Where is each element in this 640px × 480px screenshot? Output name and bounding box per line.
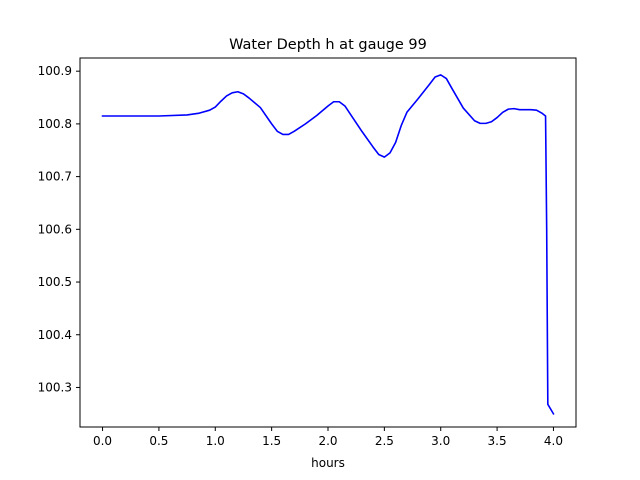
chart-title: Water Depth h at gauge 99 <box>229 37 427 53</box>
x-tick-label: 3.5 <box>488 434 507 448</box>
y-axis: 100.3 100.4 100.5 100.6 100.7 100.8 100.9 <box>38 64 80 394</box>
x-tick-label: 1.0 <box>206 434 225 448</box>
y-tick-label: 100.3 <box>38 380 72 394</box>
x-tick-label: 2.5 <box>375 434 394 448</box>
y-tick-label: 100.9 <box>38 64 72 78</box>
y-tick-label: 100.8 <box>38 117 72 131</box>
series-layer <box>101 74 555 415</box>
x-tick-label: 0.5 <box>149 434 168 448</box>
y-tick-label: 100.5 <box>38 275 72 289</box>
x-tick-label: 3.0 <box>431 434 450 448</box>
x-tick-label: 4.0 <box>544 434 563 448</box>
series-line-0 <box>101 74 555 415</box>
x-axis-label: hours <box>311 456 345 470</box>
x-axis: 0.0 0.5 1.0 1.5 2.0 2.5 3.0 3.5 4.0 <box>93 427 563 448</box>
x-tick-label: 1.5 <box>262 434 281 448</box>
x-tick-label: 2.0 <box>318 434 337 448</box>
y-tick-label: 100.4 <box>38 328 72 342</box>
y-tick-label: 100.6 <box>38 222 72 236</box>
y-tick-label: 100.7 <box>38 170 72 184</box>
x-tick-label: 0.0 <box>93 434 112 448</box>
